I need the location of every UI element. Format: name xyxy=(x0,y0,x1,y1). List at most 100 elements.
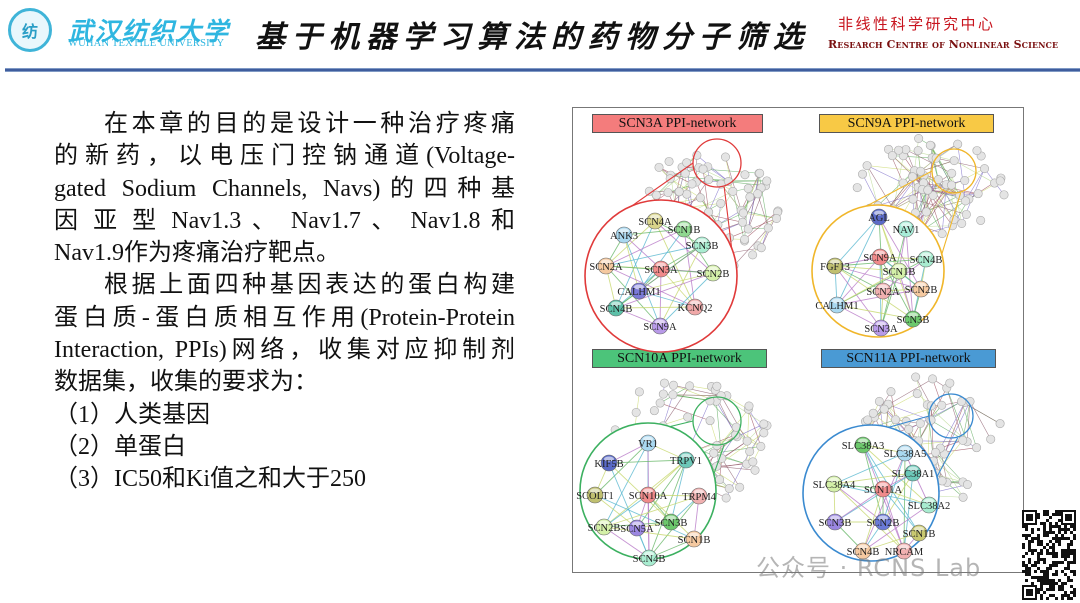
network-node xyxy=(709,448,719,458)
network-node xyxy=(668,380,678,390)
network-node xyxy=(886,387,896,397)
network-node xyxy=(649,406,659,416)
protein-node: SCN3B xyxy=(655,513,688,531)
network-node xyxy=(980,164,990,174)
protein-label: SCN2B xyxy=(697,269,730,280)
network-node xyxy=(740,234,750,244)
protein-node: SLC38A5 xyxy=(884,444,927,462)
protein-node: SCN4A xyxy=(638,212,672,230)
network-node xyxy=(925,140,935,150)
network-node xyxy=(687,179,697,189)
network-node xyxy=(931,447,941,457)
panel-title-scn3a: SCN3A PPI-network xyxy=(592,114,763,133)
network-node xyxy=(658,389,668,399)
protein-label: ANK3 xyxy=(610,231,638,242)
protein-node: SLC38A2 xyxy=(908,496,950,514)
network-node xyxy=(740,170,750,180)
network-node xyxy=(958,435,968,445)
network-node xyxy=(868,408,878,418)
protein-node: VR1 xyxy=(638,434,658,452)
protein-label: SCOLT1 xyxy=(576,491,614,502)
network-node xyxy=(912,389,922,399)
protein-label: TRPV1 xyxy=(670,456,702,467)
ppi-network-figure: SCN3A PPI-network SCN9A PPI-network SCN1… xyxy=(572,107,1024,573)
protein-label: SLC38A1 xyxy=(892,469,935,480)
protein-label: SLC38A5 xyxy=(884,449,927,460)
slide-body-text: 在本章的目的是设计一种治疗疼痛 的新药，以电压门控钠通道(Voltage- ga… xyxy=(54,108,515,496)
network-node xyxy=(937,400,947,410)
protein-label: SCN1B xyxy=(668,225,701,236)
protein-node: SLC38A3 xyxy=(842,436,884,454)
protein-node: SCN4B xyxy=(847,542,879,560)
network-node xyxy=(721,493,731,503)
network-node xyxy=(916,166,926,176)
subnetwork-edges xyxy=(605,220,714,327)
protein-node: FGF13 xyxy=(820,257,850,275)
protein-label: SCN3B xyxy=(686,241,719,252)
protein-node: TRPV1 xyxy=(670,451,702,469)
network-node xyxy=(863,415,873,425)
network-node xyxy=(937,229,947,239)
panel-title-scn10a: SCN10A PPI-network xyxy=(592,349,767,368)
network-node xyxy=(659,378,669,388)
network-node xyxy=(911,372,921,382)
network-node xyxy=(972,146,982,156)
network-node xyxy=(961,209,971,219)
network-node xyxy=(664,156,674,166)
protein-label: SCN2A xyxy=(589,262,623,273)
research-centre-en: Research Centre of Nonlinear Science xyxy=(828,38,1059,51)
protein-label: SCN1B xyxy=(883,267,916,278)
network-node xyxy=(744,401,754,411)
list-item: （2）单蛋白 xyxy=(54,433,186,460)
network-node xyxy=(755,168,765,178)
network-node xyxy=(735,482,745,492)
protein-label: SCN4B xyxy=(910,255,943,266)
qr-code[interactable] xyxy=(1022,510,1076,600)
protein-node: AGL xyxy=(868,208,890,226)
network-node xyxy=(759,419,769,429)
network-node xyxy=(748,250,758,260)
body-line: 因 亚 型 Nav1.3 、 Nav1.7 、 Nav1.8 和 xyxy=(54,207,515,234)
protein-label: SCN10A xyxy=(629,491,668,502)
protein-node: SCN1B xyxy=(668,220,701,238)
network-node xyxy=(904,424,914,434)
network-node xyxy=(756,441,766,451)
network-node xyxy=(738,208,748,218)
body-line: 的新药，以电压门控钠通道(Voltage- xyxy=(54,143,515,170)
network-node xyxy=(750,465,760,475)
protein-node: SCN2B xyxy=(588,518,620,536)
network-node xyxy=(945,378,955,388)
protein-node: SCN3B xyxy=(897,310,930,328)
network-node xyxy=(986,434,996,444)
protein-label: VR1 xyxy=(638,439,658,450)
protein-label: SCN3B xyxy=(897,315,930,326)
network-node xyxy=(923,185,933,195)
research-centre-cn: 非线性科学研究中心 xyxy=(838,15,996,33)
network-node xyxy=(748,457,758,467)
protein-label: CALHM1 xyxy=(617,287,660,298)
panel-title-scn9a: SCN9A PPI-network xyxy=(819,114,994,133)
protein-node: SCN1B xyxy=(883,262,916,280)
network-node xyxy=(908,194,918,204)
network-node xyxy=(683,412,693,422)
protein-label: SCN3B xyxy=(655,518,688,529)
protein-label: SCN2A xyxy=(866,287,900,298)
protein-label: NAV1 xyxy=(893,225,920,236)
protein-node: SCN2B xyxy=(867,513,899,531)
university-name-en: WUHAN TEXTILE UNIVERSITY xyxy=(68,38,225,49)
protein-node: SCN9A xyxy=(643,317,677,335)
network-node xyxy=(891,415,901,425)
protein-node: NRCAM xyxy=(885,542,924,560)
protein-node: SCN2B xyxy=(905,280,937,298)
network-node xyxy=(695,193,705,203)
network-node xyxy=(742,436,752,446)
protein-node: SCN2A xyxy=(866,282,900,300)
network-node xyxy=(745,446,755,456)
network-node xyxy=(655,398,665,408)
ppi-panel: VR1 TRPV1 KIF5B SCOLT1 SCN10A TRPM4 SCN5ASCN3B… xyxy=(576,378,772,567)
network-node xyxy=(654,162,664,172)
network-node xyxy=(756,243,766,253)
network-node xyxy=(712,381,722,391)
